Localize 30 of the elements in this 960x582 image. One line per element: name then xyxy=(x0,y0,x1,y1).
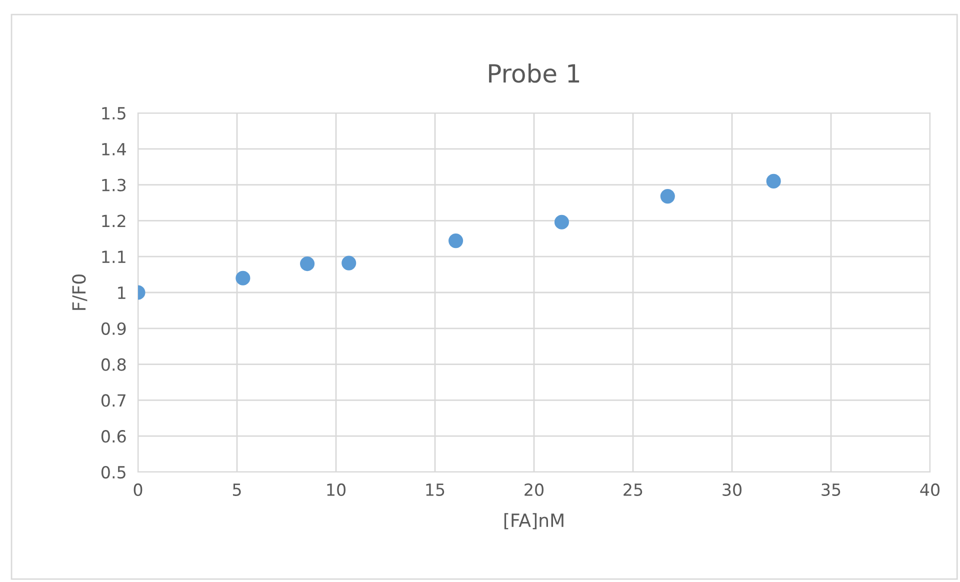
point xyxy=(554,214,569,230)
x-tick-label: 0 xyxy=(134,483,142,496)
point xyxy=(342,256,356,270)
x-tick-label: 25 xyxy=(624,483,642,496)
y-tick-label: 1.3 xyxy=(102,178,126,192)
y-tick-label: 0.7 xyxy=(101,394,126,407)
x-tick-label: 5 xyxy=(232,484,241,496)
y-tick-label: 1.1 xyxy=(102,250,126,263)
y-tick-label: 0.9 xyxy=(101,322,126,335)
x-axis-title: [FA]nM xyxy=(504,513,564,530)
y-tick-label: 0.8 xyxy=(101,358,126,371)
point xyxy=(448,234,464,248)
point xyxy=(766,174,781,188)
x-tick-label: 35 xyxy=(822,483,840,496)
x-tick-label: 20 xyxy=(524,483,544,496)
y-tick-label: 1.2 xyxy=(102,214,126,228)
y-tick-label: 1 xyxy=(118,286,126,299)
y-tick-label: 1.4 xyxy=(102,143,126,156)
x-tick-label: 40 xyxy=(920,483,940,496)
y-tick-label: 1.5 xyxy=(102,107,126,120)
chart-title: Probe 1 xyxy=(489,63,580,83)
y-tick-label: 0.6 xyxy=(101,430,126,443)
point xyxy=(236,270,250,286)
y-tick-label: 0.5 xyxy=(101,466,126,479)
x-tick-label: 15 xyxy=(426,484,444,496)
x-tick-label: 10 xyxy=(327,483,346,496)
x-tick-label: 30 xyxy=(722,483,742,496)
point xyxy=(300,256,315,272)
y-axis-title: F/F0 xyxy=(72,274,88,310)
point xyxy=(660,189,675,204)
